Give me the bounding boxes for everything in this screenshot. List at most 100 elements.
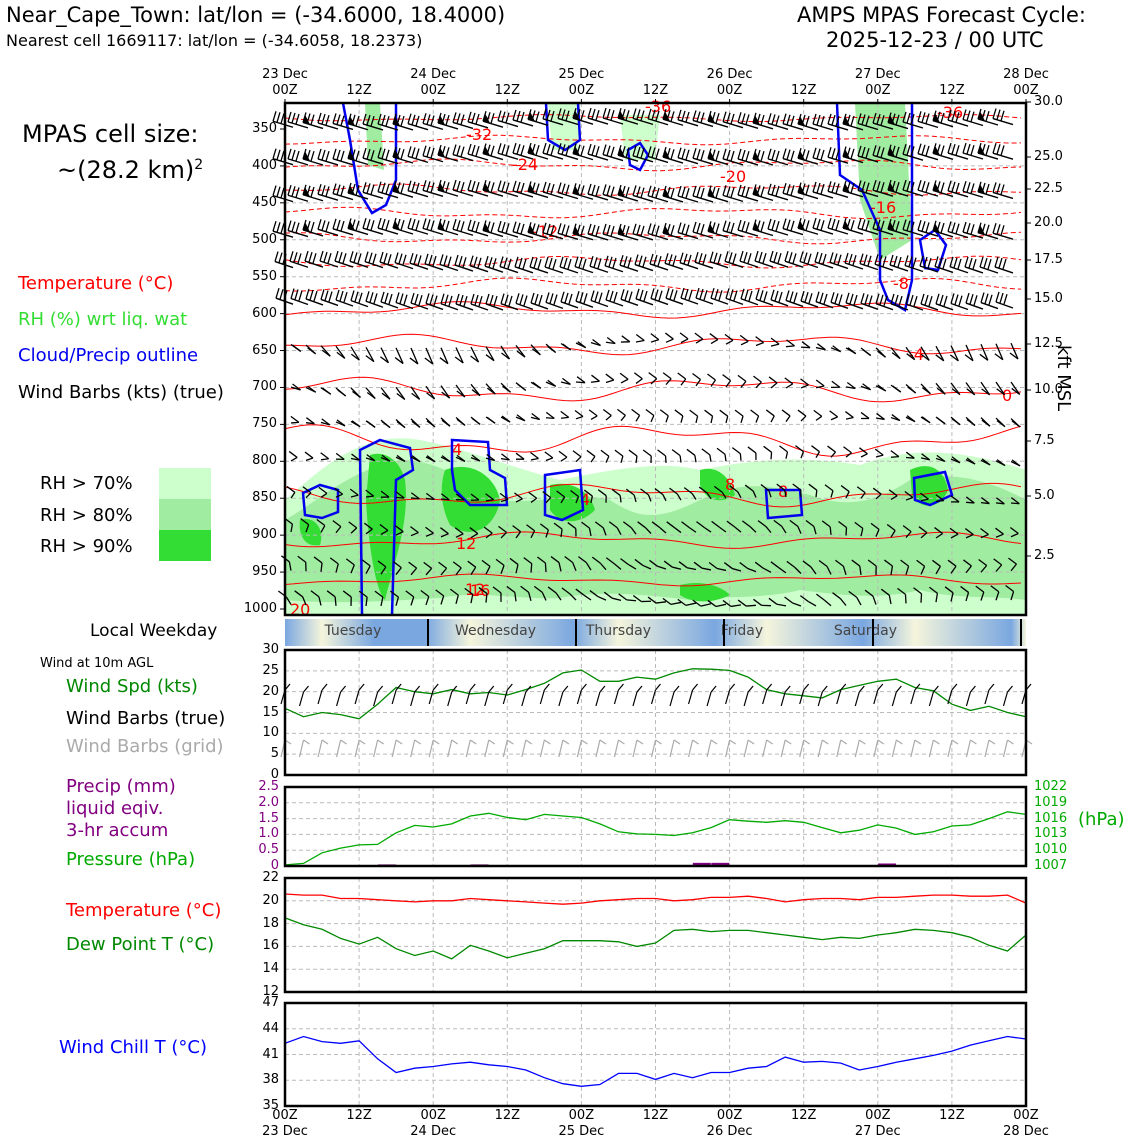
wind-barb bbox=[935, 416, 946, 425]
wind-barb-feather bbox=[612, 257, 617, 269]
wind-barb bbox=[650, 333, 660, 343]
wind-barb-shaft bbox=[575, 456, 582, 463]
wind-barb bbox=[815, 291, 834, 309]
rh-fill-12 bbox=[620, 115, 660, 160]
wind-barb-feather bbox=[290, 288, 295, 299]
wind-barb-shaft bbox=[317, 228, 339, 237]
wind-barb-shaft bbox=[364, 260, 384, 269]
wind-barb-shaft bbox=[290, 492, 296, 499]
wind10-barb-true-feather bbox=[895, 685, 902, 693]
wind-barb bbox=[890, 450, 900, 458]
wind-barb-feather bbox=[848, 590, 858, 598]
wind-barb-feather bbox=[832, 592, 841, 600]
wind-barb-shaft bbox=[827, 123, 849, 131]
wind-barb bbox=[542, 491, 552, 504]
wind-barb-feather bbox=[677, 147, 682, 158]
rh90-swatch bbox=[159, 530, 211, 561]
wind-barb-feather bbox=[613, 291, 618, 303]
wind-barb bbox=[890, 414, 901, 422]
wind-barb-shaft bbox=[701, 567, 712, 571]
wind-barb bbox=[392, 146, 414, 164]
wind-barb-shaft bbox=[707, 195, 729, 203]
wind-barb-feather bbox=[503, 257, 508, 268]
wind-barb-feather bbox=[723, 562, 733, 570]
wind-barb bbox=[302, 148, 324, 166]
wind-barb-shaft bbox=[917, 153, 939, 161]
wind-barb bbox=[317, 219, 339, 237]
wind-barb bbox=[932, 180, 954, 198]
wind-barb-feather bbox=[387, 254, 392, 265]
wind-barb bbox=[679, 252, 699, 270]
wind-barb-feather bbox=[867, 255, 872, 267]
wind-barb bbox=[813, 409, 823, 421]
wind-barb-feather bbox=[681, 110, 686, 122]
top-axis-hour: 00Z bbox=[1013, 83, 1039, 98]
wind-barb-feather bbox=[702, 254, 707, 265]
wind-barb-feather bbox=[808, 483, 818, 491]
wind-barb bbox=[559, 256, 579, 274]
wind10-barb-grid bbox=[576, 739, 582, 758]
wind10-barb-true bbox=[502, 689, 508, 705]
wind-barb-feather bbox=[847, 347, 857, 355]
wind-barb-feather bbox=[808, 293, 813, 304]
wind-barb bbox=[944, 586, 954, 602]
wind-barb bbox=[590, 338, 601, 347]
wind-barb-shaft bbox=[659, 527, 667, 534]
wind-barb-shaft bbox=[692, 195, 714, 203]
wind-barb-shaft bbox=[380, 529, 389, 535]
wind-barb-feather bbox=[845, 292, 850, 304]
wind-barb-shaft bbox=[541, 592, 547, 601]
wind-barb-feather bbox=[553, 522, 563, 530]
wind-barb-shaft bbox=[377, 191, 399, 199]
wind10-barb-true bbox=[947, 689, 953, 705]
wind-barb bbox=[848, 590, 862, 606]
wind-barb bbox=[603, 591, 622, 602]
wind-barb-shaft bbox=[512, 190, 534, 198]
wind-barb-feather bbox=[955, 182, 960, 194]
wind-barb-feather bbox=[542, 142, 547, 154]
wind-barb-shaft bbox=[635, 378, 643, 384]
wind-barb bbox=[977, 142, 999, 160]
wind-barb-shaft bbox=[287, 194, 309, 202]
wind-barb-feather bbox=[647, 596, 657, 604]
wind-barb-feather bbox=[469, 255, 474, 266]
wind-barb-feather bbox=[862, 349, 872, 357]
wind-barb bbox=[557, 223, 579, 240]
wind-barb-shaft bbox=[485, 532, 493, 539]
wind-barb-shaft bbox=[905, 565, 910, 575]
wind-barb-feather bbox=[272, 148, 277, 159]
wind-barb bbox=[617, 145, 639, 162]
wind-barb bbox=[485, 346, 495, 362]
wind-barb-feather bbox=[336, 184, 341, 195]
wind-barb-feather bbox=[381, 148, 386, 159]
wind-barb-feather bbox=[425, 492, 435, 500]
wind-barb bbox=[760, 484, 772, 498]
wind-barb-feather bbox=[606, 185, 611, 196]
wind-barb bbox=[693, 561, 712, 571]
wind-barb-feather bbox=[741, 221, 746, 232]
wind-barb bbox=[435, 589, 445, 605]
wind-barb-flag bbox=[483, 222, 490, 233]
wind-barb-feather bbox=[865, 147, 870, 159]
wind-barb-feather bbox=[851, 559, 861, 567]
temperature-contour-label: 4 bbox=[580, 490, 590, 509]
wind-barb-feather bbox=[456, 220, 461, 231]
wind-barb-feather bbox=[674, 409, 684, 417]
wind-barb bbox=[947, 559, 957, 574]
wind-barb bbox=[800, 290, 819, 308]
wind-barb-feather bbox=[619, 255, 624, 266]
wind-barb bbox=[392, 180, 414, 198]
wind-barb bbox=[515, 382, 527, 391]
wind-barb-shaft bbox=[692, 231, 714, 239]
wind10-barb-true bbox=[465, 689, 471, 705]
wind-barb-shaft bbox=[530, 563, 533, 573]
wind-barb bbox=[272, 111, 294, 128]
wind-barb-feather bbox=[995, 527, 1004, 535]
wind-barb bbox=[305, 417, 315, 425]
wind-barb bbox=[485, 453, 496, 462]
wind-barb-feather bbox=[586, 449, 596, 457]
wind-barb bbox=[905, 293, 924, 311]
wind-barb bbox=[992, 143, 1014, 160]
wind-barb-feather bbox=[978, 558, 988, 567]
wind-barb-feather bbox=[912, 257, 917, 268]
